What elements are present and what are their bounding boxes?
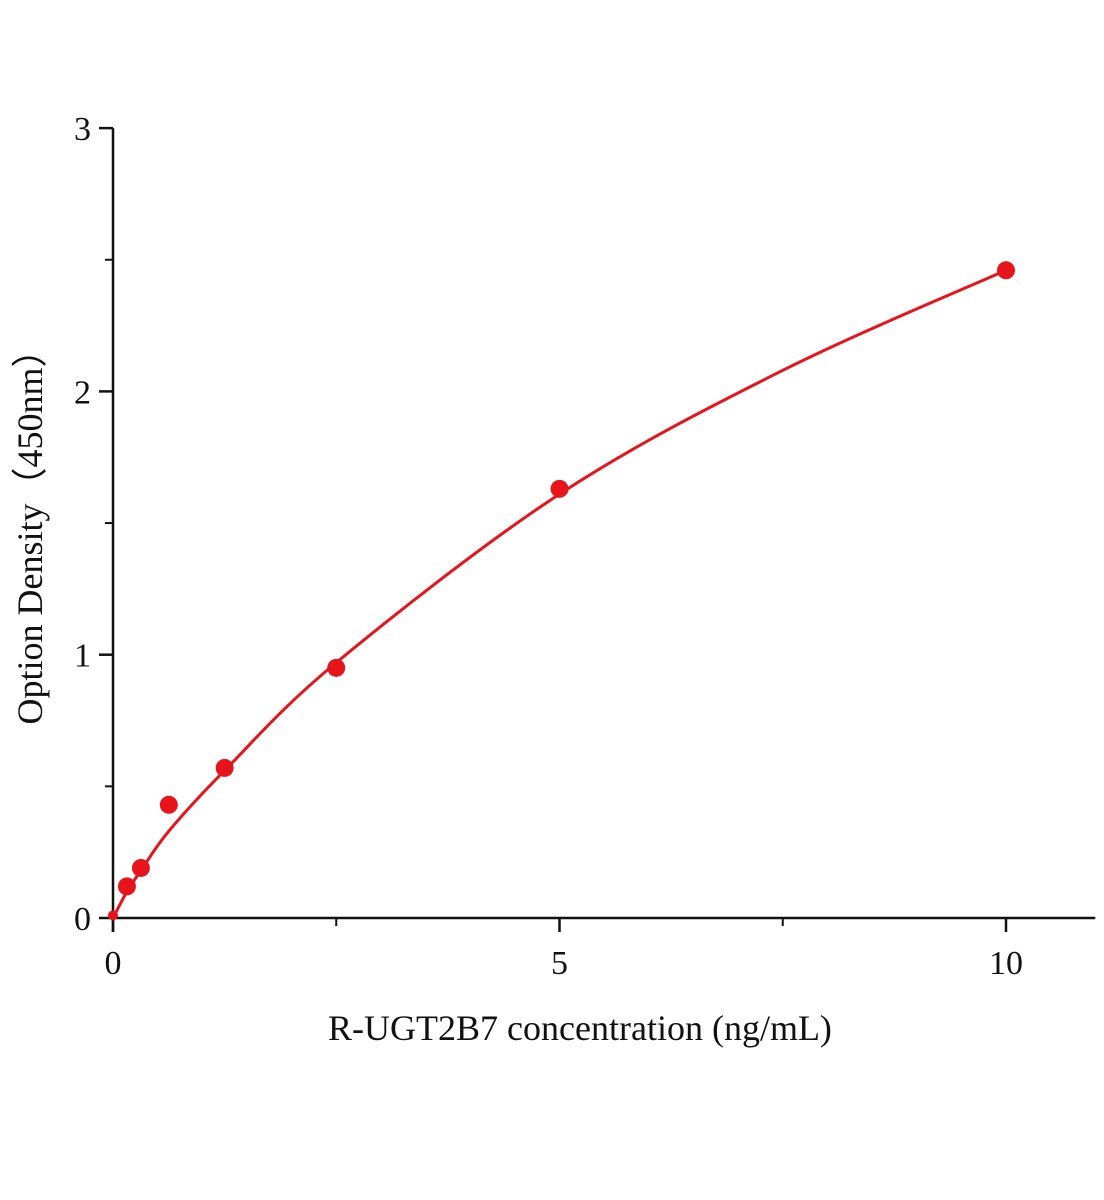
data-point [327, 658, 346, 677]
x-tick-label: 5 [551, 945, 568, 982]
data-point [108, 910, 118, 921]
data-point [159, 795, 178, 814]
data-point [997, 261, 1015, 280]
axes: 0 5 10 0 1 2 3 [74, 111, 1096, 982]
x-axis-label: R-UGT2B7 concentration (ng/mL) [328, 1008, 832, 1048]
fit-curve-layer [111, 268, 1007, 919]
x-tick-label: 10 [989, 945, 1023, 982]
y-tick-label: 0 [74, 901, 91, 938]
x-tick-label: 0 [105, 945, 122, 982]
data-points-layer [108, 261, 1015, 921]
fit-curve [111, 268, 1007, 919]
y-tick-label: 3 [74, 111, 91, 148]
y-tick-label: 2 [74, 374, 91, 411]
data-point [131, 858, 150, 877]
y-axis-label: Option Density（450nm） [10, 332, 50, 725]
data-point [215, 758, 234, 777]
data-point [550, 479, 569, 498]
data-point [117, 877, 136, 896]
y-tick-label: 1 [74, 638, 91, 675]
